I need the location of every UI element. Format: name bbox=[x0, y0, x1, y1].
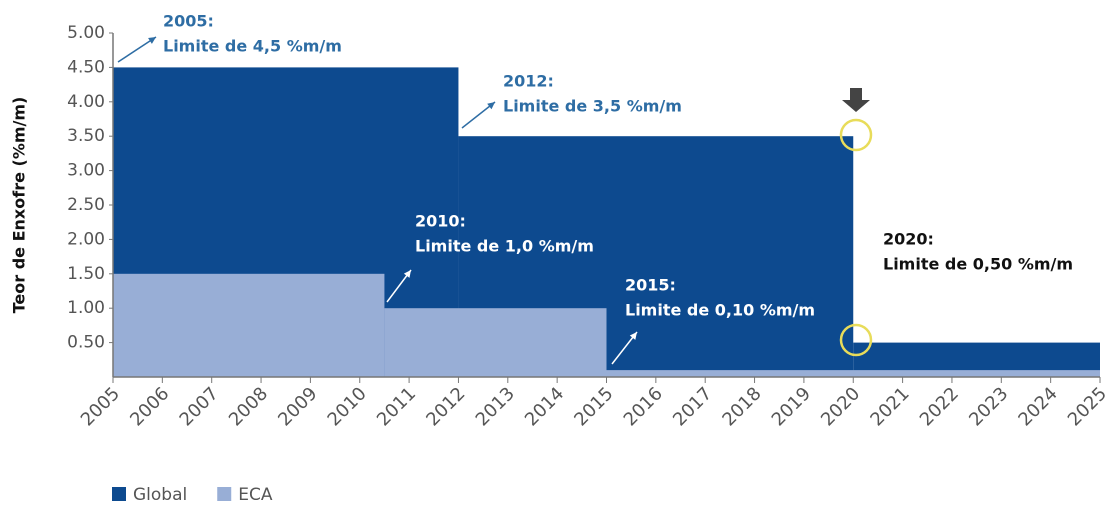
step-segment bbox=[384, 308, 607, 377]
y-tick-label: 0.50 bbox=[67, 333, 105, 353]
legend-swatch bbox=[217, 487, 232, 501]
y-axis-label: Teor de Enxofre (%m/m) bbox=[10, 97, 29, 314]
annotation-arrow bbox=[117, 36, 157, 63]
x-tick-label: 2010 bbox=[324, 383, 371, 430]
step-segment bbox=[113, 273, 385, 377]
legend-swatch bbox=[112, 487, 126, 501]
decorations bbox=[839, 88, 873, 357]
annotation-arrowhead bbox=[629, 332, 637, 340]
x-tick-label: 2011 bbox=[373, 383, 420, 430]
annotation-text: Limite de 1,0 %m/m bbox=[415, 237, 594, 256]
legend-label: Global bbox=[133, 485, 187, 505]
down-arrow bbox=[842, 88, 870, 112]
x-tick-label: 2012 bbox=[422, 383, 469, 430]
x-tick-label: 2013 bbox=[472, 383, 519, 430]
step-segment bbox=[606, 370, 1100, 377]
highlight-circle bbox=[839, 118, 873, 152]
y-tick-label: 4.50 bbox=[67, 57, 105, 77]
x-tick-label: 2016 bbox=[620, 383, 667, 430]
x-tick-label: 2018 bbox=[718, 383, 765, 430]
annotation-text: Limite de 4,5 %m/m bbox=[163, 37, 342, 56]
x-tick-label: 2020 bbox=[817, 383, 864, 430]
x-tick-label: 2024 bbox=[1014, 383, 1061, 430]
y-tick-label: 1.50 bbox=[67, 264, 105, 284]
annotation-text: 2015: bbox=[625, 276, 676, 295]
annotation-text: 2010: bbox=[415, 212, 466, 231]
x-tick-label: 2021 bbox=[866, 383, 913, 430]
x-tick-label: 2019 bbox=[768, 383, 815, 430]
x-tick-label: 2006 bbox=[126, 383, 173, 430]
y-tick-label: 3.50 bbox=[67, 126, 105, 146]
x-tick-label: 2007 bbox=[176, 383, 223, 430]
annotation-text: 2020: bbox=[883, 230, 934, 249]
annotation-text: 2005: bbox=[163, 12, 214, 31]
annotation-text: Limite de 0,50 %m/m bbox=[883, 255, 1073, 274]
y-tick-label: 2.00 bbox=[67, 229, 105, 249]
annotation-text: Limite de 0,10 %m/m bbox=[625, 301, 815, 320]
y-tick-label: 5.00 bbox=[67, 23, 105, 43]
x-tick-label: 2008 bbox=[225, 383, 272, 430]
y-tick-label: 1.00 bbox=[67, 298, 105, 318]
x-tick-label: 2015 bbox=[570, 383, 617, 430]
y-tick-label: 3.00 bbox=[67, 161, 105, 181]
x-tick-label: 2014 bbox=[521, 383, 568, 430]
legend-label: ECA bbox=[238, 485, 273, 505]
x-tick-label: 2017 bbox=[669, 383, 716, 430]
x-tick-label: 2022 bbox=[916, 383, 963, 430]
y-tick-label: 2.50 bbox=[67, 195, 105, 215]
annotation-text: Limite de 3,5 %m/m bbox=[503, 97, 682, 116]
annotation-arrowhead bbox=[487, 102, 495, 110]
annotation-arrowhead bbox=[403, 270, 411, 278]
annotation-arrowhead bbox=[148, 37, 156, 44]
x-tick-label: 2005 bbox=[77, 383, 124, 430]
x-tick-label: 2025 bbox=[1064, 383, 1106, 430]
x-tick-label: 2023 bbox=[965, 383, 1012, 430]
plot bbox=[113, 67, 1100, 378]
x-tick-label: 2009 bbox=[274, 383, 321, 430]
y-tick-label: 4.00 bbox=[67, 92, 105, 112]
annotation-text: 2012: bbox=[503, 72, 554, 91]
highlight-circle bbox=[839, 323, 873, 357]
